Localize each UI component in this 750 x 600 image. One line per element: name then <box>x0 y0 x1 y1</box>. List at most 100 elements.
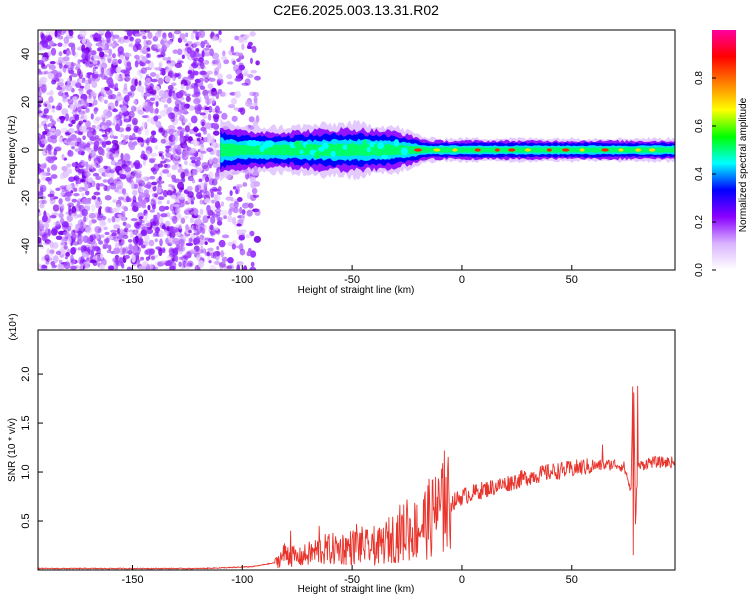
heat-speckle <box>127 250 135 254</box>
ridge-blob <box>400 147 409 156</box>
heat-speckle <box>172 237 180 245</box>
heat-speckle <box>241 202 249 209</box>
x-tick-label: -50 <box>344 574 360 586</box>
heat-speckle <box>134 60 139 68</box>
heat-speckle <box>81 197 89 205</box>
heat-speckle <box>232 52 236 56</box>
heat-speckle <box>162 40 171 49</box>
heat-speckle <box>228 208 233 216</box>
heat-speckle <box>67 67 73 74</box>
heat-speckle <box>81 251 89 258</box>
heat-speckle <box>94 226 102 233</box>
heat-speckle <box>199 239 207 245</box>
heat-speckle <box>124 95 130 103</box>
heat-speckle <box>196 249 204 254</box>
heat-speckle <box>41 199 48 205</box>
heat-speckle <box>111 53 116 59</box>
heat-speckle <box>172 226 179 234</box>
heat-speckle <box>38 96 43 100</box>
heat-speckle <box>158 205 166 212</box>
heat-speckle <box>219 91 226 97</box>
heat-speckle <box>154 67 162 71</box>
heat-speckle <box>47 143 52 152</box>
y-tick-label: 0 <box>20 147 32 153</box>
heat-speckle <box>115 203 121 212</box>
heat-speckle <box>141 121 147 129</box>
heat-speckle <box>60 190 66 196</box>
heat-speckle <box>253 96 258 104</box>
heat-speckle <box>117 91 122 97</box>
heat-speckle <box>165 147 170 153</box>
heat-speckle <box>88 178 94 183</box>
heat-speckle <box>210 97 216 104</box>
heat-speckle <box>137 201 145 207</box>
heat-speckle <box>92 34 100 38</box>
heat-speckle <box>38 212 42 217</box>
heat-speckle <box>71 73 78 78</box>
heat-speckle <box>78 204 85 212</box>
heat-speckle <box>156 213 161 218</box>
heat-speckle <box>125 126 131 132</box>
heat-speckle <box>204 39 208 45</box>
heat-speckle <box>47 122 55 128</box>
heat-speckle <box>54 129 62 137</box>
heat-speckle <box>218 37 222 43</box>
heat-speckle <box>102 243 109 249</box>
heat-speckle <box>132 202 137 206</box>
heat-speckle <box>154 107 159 114</box>
heat-speckle <box>195 167 203 173</box>
heat-speckle <box>105 140 112 145</box>
heat-speckle <box>47 176 53 185</box>
heat-speckle <box>79 262 84 270</box>
heat-speckle <box>68 123 73 127</box>
heat-speckle <box>214 194 221 201</box>
heat-speckle <box>187 136 193 142</box>
heat-speckle <box>55 250 62 255</box>
heat-speckle <box>78 256 83 265</box>
heat-speckle <box>82 119 87 123</box>
heat-speckle <box>141 229 146 236</box>
heat-speckle <box>88 212 96 219</box>
ridge-peak <box>635 148 642 152</box>
heat-speckle <box>102 179 108 183</box>
heat-speckle <box>139 54 144 59</box>
heat-speckle <box>168 70 174 79</box>
heat-speckle <box>123 118 131 123</box>
snr-y-ticks: 0.5 1.0 1.5 2.0 <box>20 366 43 529</box>
heat-speckle <box>50 47 57 56</box>
heat-speckle <box>145 265 151 270</box>
heat-speckle <box>92 168 97 172</box>
heat-speckle <box>201 70 206 74</box>
heat-speckle <box>193 59 197 66</box>
heat-speckle <box>123 69 130 75</box>
heat-speckle <box>135 222 141 226</box>
heat-speckle <box>172 204 180 208</box>
heat-speckle <box>84 147 91 152</box>
heat-speckle <box>132 245 138 253</box>
heat-speckle <box>154 145 159 150</box>
heat-speckle <box>94 66 98 70</box>
heat-speckle <box>223 215 227 220</box>
heat-speckle <box>62 65 67 73</box>
heat-speckle <box>82 135 86 140</box>
heat-speckle <box>137 109 145 115</box>
heat-speckle <box>38 236 42 244</box>
ridge-blob <box>287 148 293 154</box>
heat-speckle <box>227 257 234 264</box>
heat-speckle <box>80 178 86 183</box>
heat-speckle <box>109 177 114 183</box>
heat-speckle <box>150 130 157 136</box>
heat-speckle <box>72 139 78 147</box>
heat-speckle <box>204 176 210 183</box>
heat-speckle <box>193 126 199 133</box>
heat-speckle <box>214 208 222 213</box>
heat-speckle <box>74 114 80 121</box>
heat-speckle <box>77 68 82 76</box>
heat-speckle <box>157 48 163 53</box>
heat-speckle <box>38 77 46 85</box>
heat-speckle <box>210 216 216 224</box>
heat-speckle <box>238 234 245 241</box>
heat-speckle <box>250 69 257 74</box>
heat-speckle <box>122 248 126 256</box>
heat-speckle <box>43 139 48 144</box>
